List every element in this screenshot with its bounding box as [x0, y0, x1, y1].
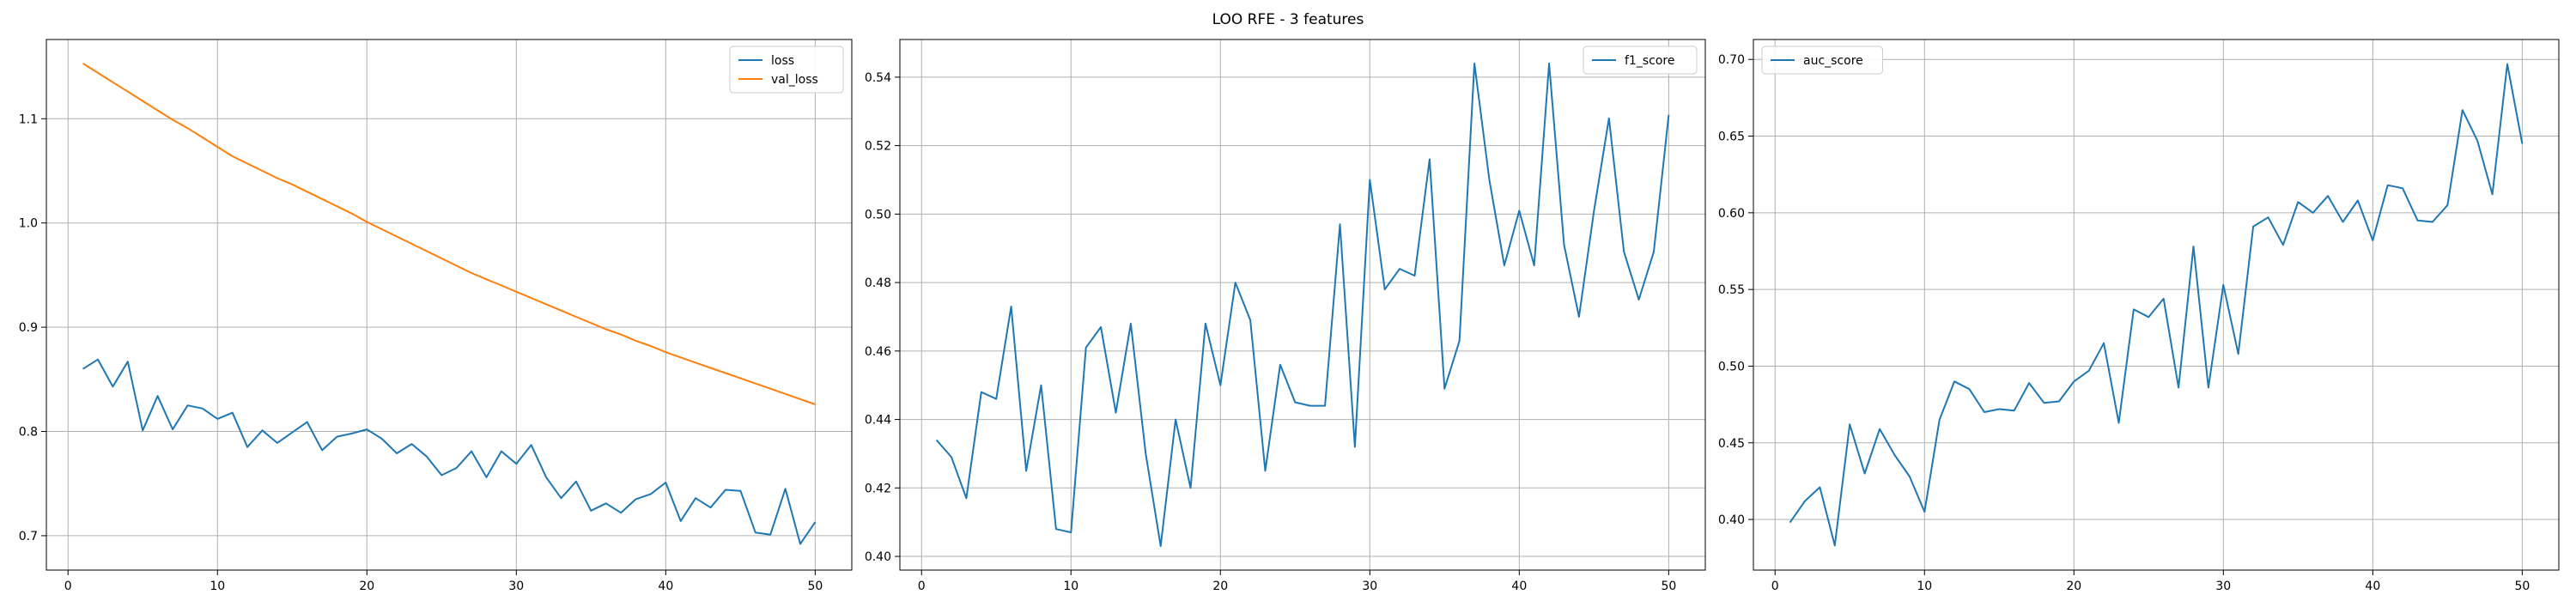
x-tick-label: 10 [1063, 580, 1078, 593]
y-tick-label: 0.54 [865, 71, 891, 85]
legend: loss val_loss [729, 46, 844, 94]
x-tick-label: 30 [2215, 580, 2231, 593]
axes-frame [46, 39, 853, 571]
x-tick-label: 0 [1771, 580, 1779, 593]
x-tick-label: 40 [1511, 580, 1527, 593]
x-tick-label: 50 [2514, 580, 2530, 593]
legend-label-f1_score: f1_score [1625, 54, 1674, 68]
y-tick-label: 0.65 [1718, 131, 1745, 144]
legend-label-val_loss: val_loss [771, 73, 818, 87]
x-tick-label: 50 [807, 580, 823, 593]
y-tick-label: 0.60 [1718, 207, 1745, 221]
y-tick-label: 0.45 [1718, 437, 1745, 451]
x-tick-label: 20 [1212, 580, 1228, 593]
figure-title: LOO RFE - 3 features [1212, 11, 1364, 28]
y-tick-label: 0.50 [865, 208, 891, 222]
x-tick-label: 30 [1362, 580, 1377, 593]
legend-label-auc_score: auc_score [1803, 54, 1863, 68]
x-tick-label: 20 [2066, 580, 2081, 593]
y-tick-label: 0.9 [19, 321, 38, 335]
legend-label-loss: loss [771, 54, 794, 68]
y-tick-label: 0.55 [1718, 283, 1745, 297]
axes-frame [1753, 39, 2560, 571]
series-line-val_loss [82, 63, 816, 405]
y-tick-label: 0.8 [19, 426, 38, 440]
axes-frame [899, 39, 1706, 571]
series-line-f1_score [935, 62, 1670, 548]
legend-box [1761, 46, 1883, 75]
y-tick-label: 0.44 [865, 414, 891, 428]
x-tick-label: 50 [1661, 580, 1676, 593]
x-tick-label: 40 [658, 580, 673, 593]
x-tick-label: 20 [359, 580, 374, 593]
y-tick-label: 0.40 [1718, 513, 1745, 527]
y-tick-label: 0.52 [865, 140, 891, 154]
x-tick-label: 0 [918, 580, 926, 593]
x-tick-label: 30 [508, 580, 524, 593]
series-line-loss [82, 358, 817, 545]
chart-panel-3: 0 10 20 30 40 50 0.40 0.45 0.50 0.55 0.60 0.65 0.70 a… [1718, 39, 2560, 593]
y-tick-label: 0.50 [1718, 360, 1745, 373]
x-tick-label: 10 [210, 580, 225, 593]
legend: auc_score [1761, 46, 1883, 75]
y-tick-label: 0.7 [19, 530, 38, 543]
y-tick-label: 0.42 [865, 482, 891, 495]
legend-box [729, 46, 844, 94]
x-tick-label: 0 [64, 580, 72, 593]
y-tick-label: 0.40 [865, 550, 891, 564]
legend-box [1583, 46, 1698, 75]
y-tick-label: 1.0 [19, 217, 38, 231]
legend: f1_score [1583, 46, 1698, 75]
x-tick-label: 10 [1917, 580, 1932, 593]
y-tick-label: 0.48 [865, 276, 891, 290]
chart-panel-1: 0 10 20 30 40 50 0.7 0.8 0.9 1.0 1.1 loss val_loss [19, 39, 853, 593]
y-tick-label: 0.70 [1718, 53, 1745, 67]
y-tick-label: 0.46 [865, 345, 891, 359]
x-tick-label: 40 [2365, 580, 2380, 593]
series-line-auc_score [1789, 63, 2524, 547]
y-tick-label: 1.1 [19, 112, 38, 126]
chart-panel-2: 0 10 20 30 40 50 0.40 0.42 0.44 0.46 0.48 0.50 0.52 0… [865, 39, 1706, 593]
